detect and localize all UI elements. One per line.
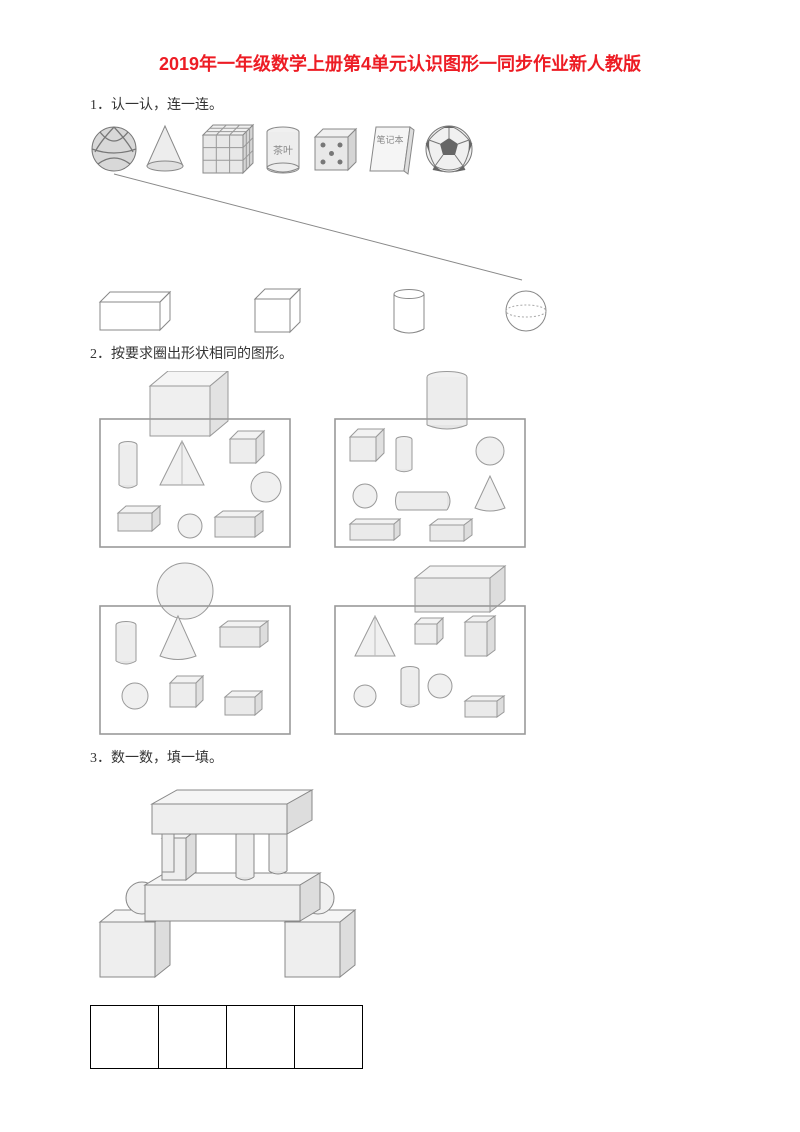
cylinder-shape-icon bbox=[394, 290, 424, 334]
q1-text: 1．认一认，连一连。 bbox=[90, 94, 710, 114]
q2-panel-1 bbox=[100, 371, 290, 547]
q2-panel-4 bbox=[335, 566, 525, 734]
q1-shapes-row bbox=[90, 287, 710, 337]
dice-icon bbox=[315, 129, 356, 170]
rubiks-cube-icon bbox=[203, 125, 253, 173]
notebook-label: 笔记本 bbox=[376, 134, 403, 145]
sphere-shape-icon bbox=[506, 291, 546, 331]
volleyball-icon bbox=[92, 127, 136, 171]
answer-cell[interactable] bbox=[227, 1006, 295, 1069]
q2-panels bbox=[90, 371, 710, 741]
soccer-ball-icon bbox=[426, 126, 472, 172]
tea-canister-icon: 茶叶 bbox=[267, 127, 299, 173]
q1-connection-line bbox=[90, 177, 710, 287]
cuboid-shape-icon bbox=[100, 292, 170, 330]
q1-objects-row: 茶叶 笔记本 bbox=[90, 122, 710, 177]
cone-icon bbox=[147, 126, 183, 171]
cube-shape-icon bbox=[255, 289, 300, 332]
answer-cell[interactable] bbox=[295, 1006, 363, 1069]
answer-cell[interactable] bbox=[91, 1006, 159, 1069]
table-row bbox=[91, 1006, 363, 1069]
q2-panel-2 bbox=[335, 372, 525, 548]
answer-cell[interactable] bbox=[159, 1006, 227, 1069]
q2-text: 2．按要求圈出形状相同的图形。 bbox=[90, 343, 710, 363]
page-title: 2019年一年级数学上册第4单元认识图形一同步作业新人教版 bbox=[90, 50, 710, 76]
tea-label: 茶叶 bbox=[273, 144, 293, 157]
q3-text: 3．数一数，填一填。 bbox=[90, 747, 710, 767]
notebook-icon: 笔记本 bbox=[370, 127, 414, 174]
answer-table bbox=[90, 1005, 363, 1069]
q2-panel-3 bbox=[100, 563, 290, 734]
q3-figure bbox=[90, 775, 710, 1069]
